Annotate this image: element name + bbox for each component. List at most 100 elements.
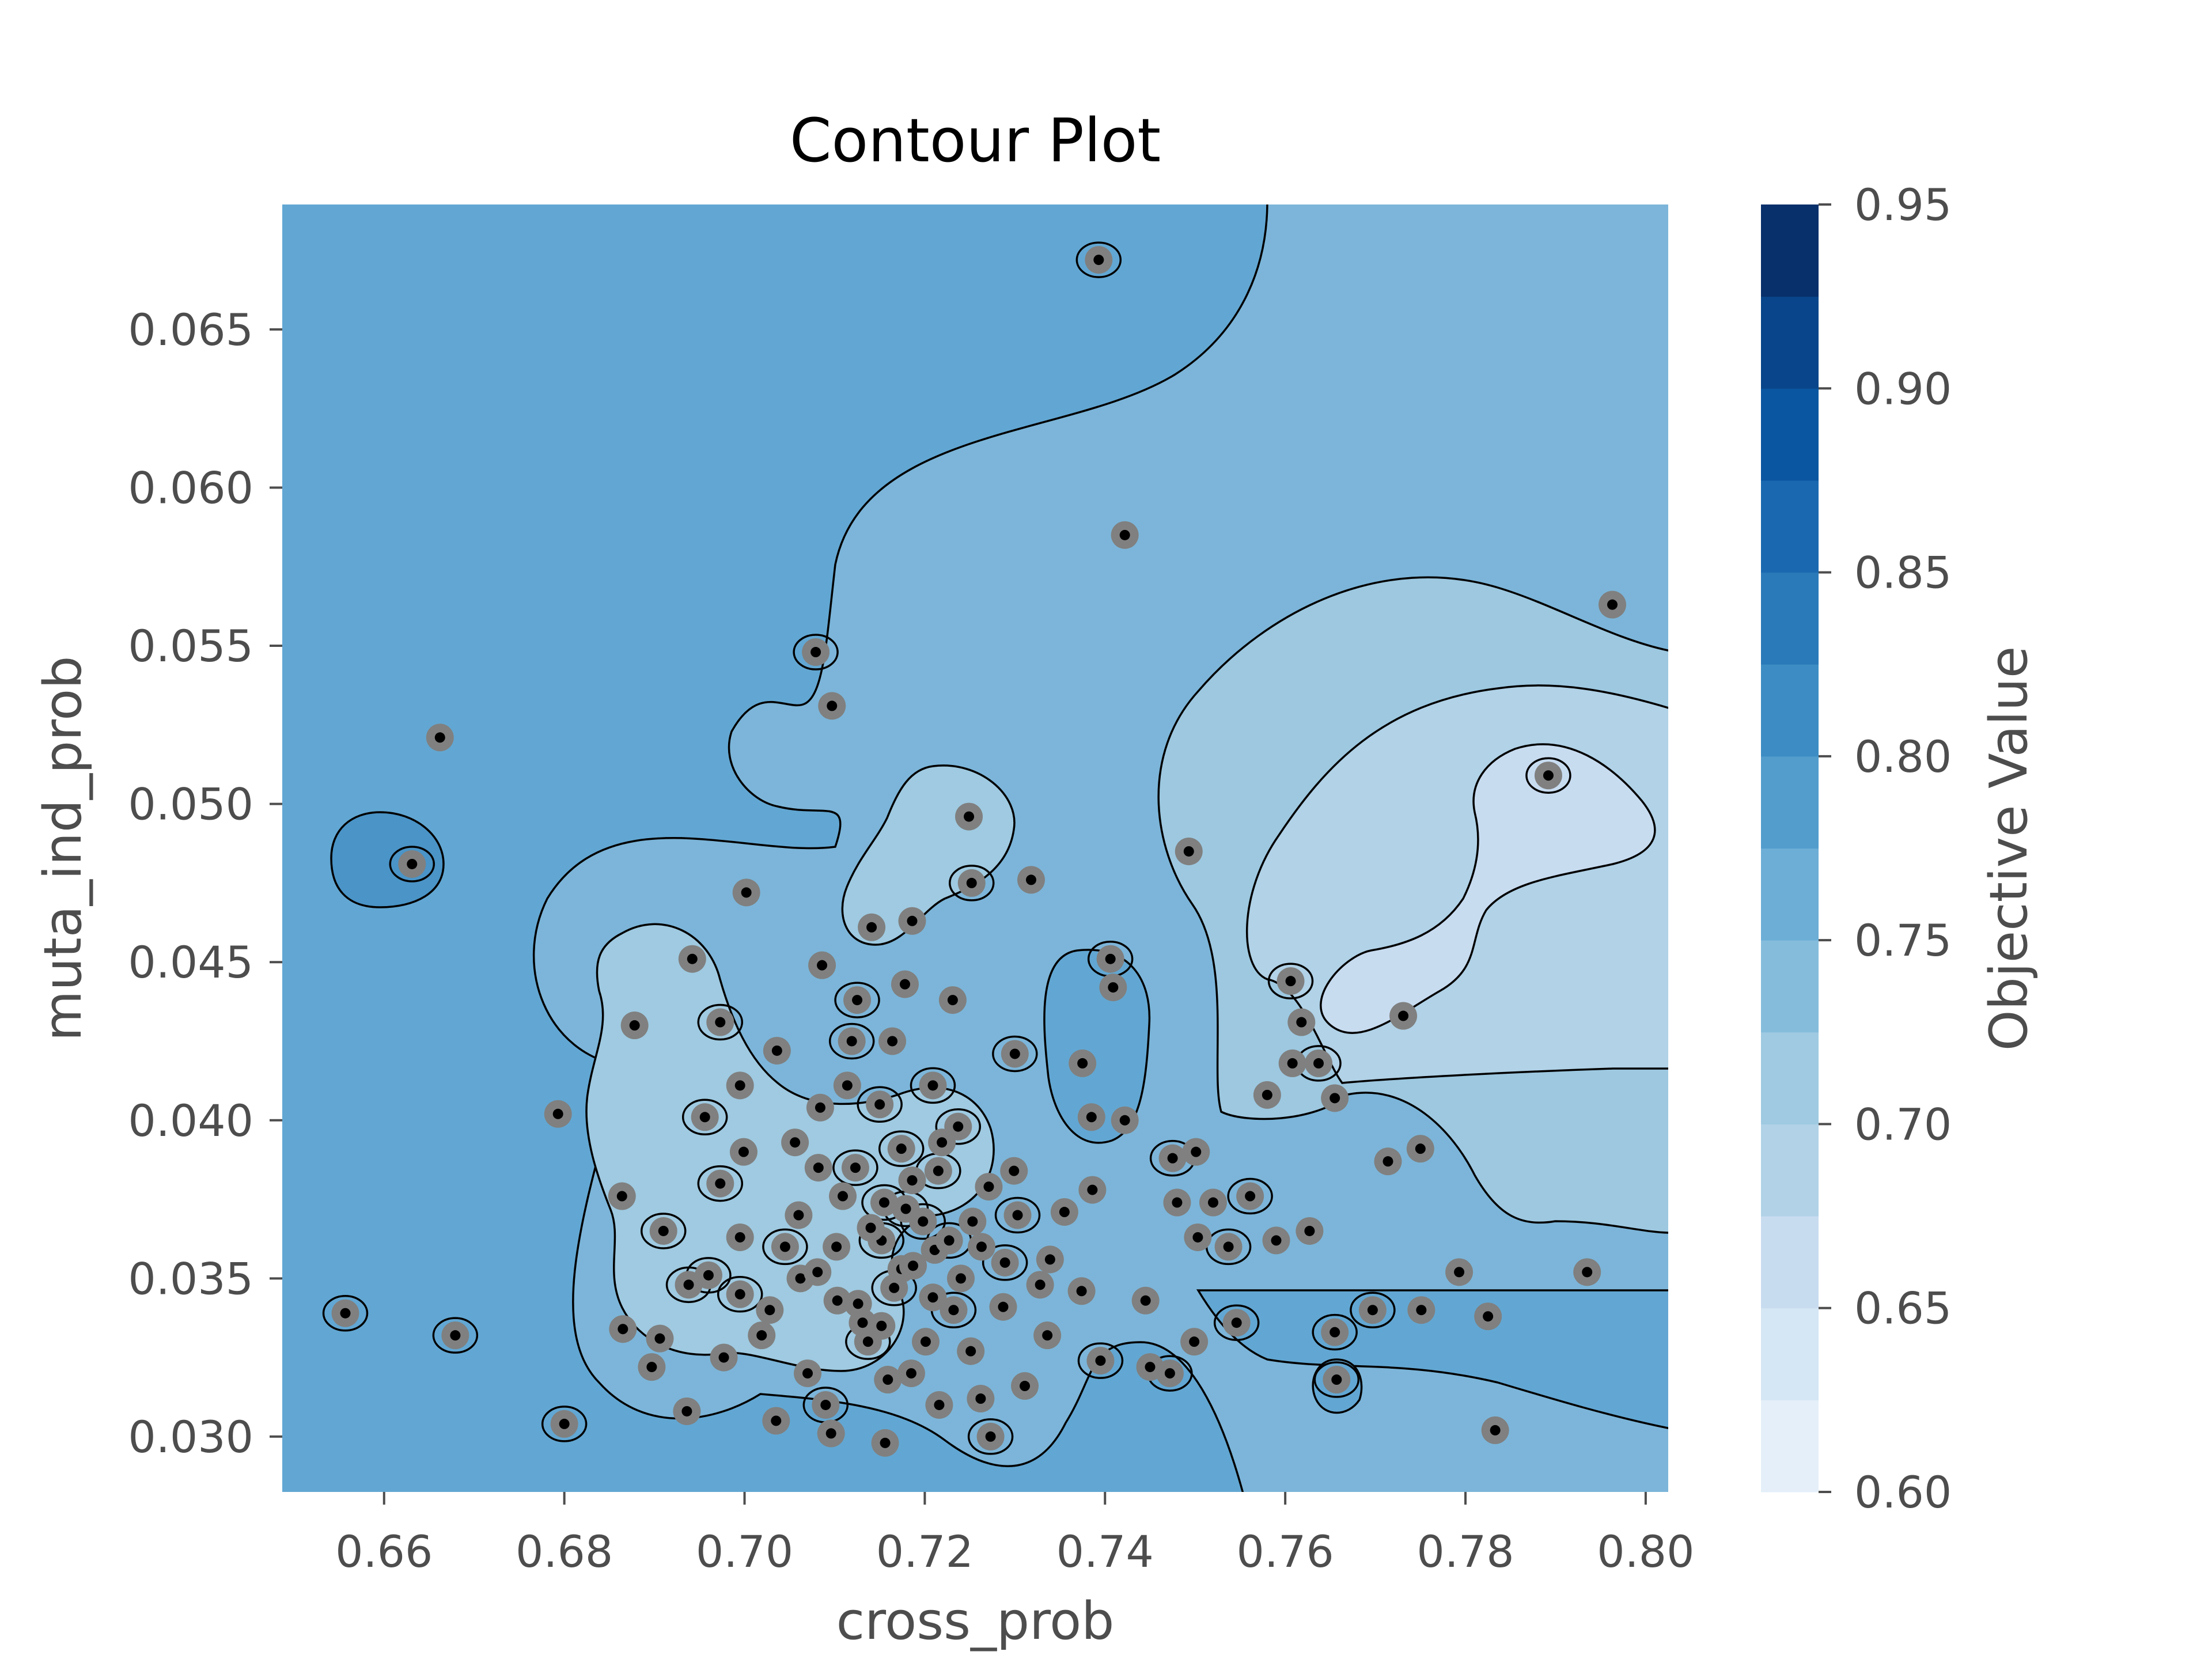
- points-layer: [331, 246, 1627, 1457]
- trial-point: [609, 1315, 637, 1343]
- contour-ring: [1350, 1291, 1396, 1328]
- trial-point: [649, 1217, 677, 1245]
- trial-point-dot: [934, 1399, 945, 1410]
- trial-point-dot: [681, 1406, 692, 1416]
- trial-point-dot: [907, 915, 918, 926]
- trial-point-dot: [795, 1273, 806, 1284]
- y-tick-label: 0.035: [128, 1253, 253, 1304]
- trial-point-dot: [687, 953, 698, 964]
- plot-area: [282, 204, 1668, 1492]
- trial-point: [804, 1154, 832, 1182]
- trial-point: [957, 1337, 985, 1365]
- trial-point: [857, 1214, 885, 1242]
- trial-point-dot: [933, 1165, 944, 1176]
- trial-point: [808, 951, 836, 979]
- trial-point-dot: [1076, 1286, 1087, 1297]
- trial-point-dot: [793, 1210, 804, 1221]
- trial-point-dot: [1164, 1368, 1175, 1379]
- trial-point-dot: [1183, 846, 1194, 857]
- trial-point-dot: [1287, 1058, 1298, 1069]
- contour-ring: [878, 1130, 925, 1167]
- trial-point: [897, 1359, 925, 1388]
- trial-point: [678, 945, 706, 973]
- trial-point: [1182, 1138, 1210, 1166]
- trial-point-dot: [1086, 1112, 1097, 1123]
- trial-point-dot: [1416, 1305, 1427, 1316]
- trial-point-dot: [1582, 1267, 1593, 1278]
- trial-point: [1156, 1359, 1184, 1388]
- colorbar-band: [1761, 572, 1819, 665]
- region-left-dark-blob: [330, 811, 445, 908]
- trial-point-dot: [964, 811, 975, 822]
- contour-ring: [910, 1067, 956, 1104]
- y-axis-label: muta_ind_prob: [33, 656, 93, 1041]
- trial-point: [891, 970, 919, 998]
- trial-point: [898, 1166, 926, 1195]
- trial-point-dot: [1607, 599, 1618, 610]
- contour-ring: [992, 1035, 1038, 1073]
- trial-point: [940, 1296, 968, 1324]
- trial-point-dot: [900, 1203, 911, 1214]
- trial-point: [726, 1071, 754, 1100]
- trial-point-dot: [1145, 1362, 1156, 1373]
- trial-point-dot: [1035, 1279, 1046, 1290]
- trial-point-dot: [450, 1330, 461, 1341]
- trial-point: [706, 1169, 734, 1198]
- colorbar-band: [1761, 848, 1819, 941]
- colorbar-band: [1761, 480, 1819, 573]
- trial-point: [1036, 1245, 1064, 1274]
- trial-point-dot: [703, 1270, 714, 1281]
- trial-point-dot: [857, 1317, 868, 1328]
- trial-point: [1305, 1049, 1333, 1077]
- trial-point-dot: [771, 1045, 782, 1056]
- trial-point: [946, 1264, 975, 1293]
- trial-point: [1389, 1002, 1418, 1030]
- trial-point-dot: [1119, 1115, 1130, 1126]
- trial-point-dot: [887, 1036, 898, 1047]
- trial-point-dot: [741, 887, 752, 898]
- colorbar-band: [1761, 664, 1819, 757]
- trial-point-dot: [874, 1099, 885, 1110]
- trial-point: [771, 1233, 799, 1261]
- trial-point-dot: [927, 1292, 938, 1303]
- contour-ring: [1313, 1361, 1360, 1398]
- trial-point-dot: [975, 1393, 986, 1404]
- contour-ring: [640, 1213, 687, 1249]
- trial-point-dot: [896, 1143, 907, 1154]
- colorbar-tick-label: 0.70: [1854, 1099, 1952, 1150]
- trial-point: [1296, 1217, 1324, 1245]
- contour-ring: [1312, 1313, 1358, 1351]
- trial-point-dot: [1330, 1093, 1340, 1104]
- trial-point: [874, 1366, 902, 1394]
- trial-point-dot: [1271, 1235, 1282, 1246]
- trial-point-dot: [1077, 1058, 1088, 1069]
- trial-point-dot: [953, 1121, 964, 1132]
- y-tick-label: 0.030: [128, 1411, 253, 1463]
- trial-point-dot: [1119, 529, 1130, 540]
- trial-point: [785, 1201, 813, 1229]
- trial-point: [1277, 967, 1305, 995]
- trial-point: [880, 1274, 908, 1302]
- trial-point-dot: [715, 1017, 726, 1028]
- contour-ring: [389, 846, 435, 882]
- trial-point: [967, 1233, 995, 1261]
- trial-point: [838, 1027, 866, 1055]
- trial-point-dot: [1285, 976, 1296, 987]
- trial-point-dot: [1483, 1311, 1494, 1322]
- trial-point-dot: [738, 1146, 749, 1157]
- trial-point-dot: [882, 1374, 893, 1385]
- trial-point-dot: [985, 1431, 996, 1442]
- trial-point: [1358, 1296, 1387, 1324]
- contour-ring: [857, 1086, 903, 1123]
- trial-point-dot: [1012, 1210, 1023, 1221]
- trial-point-dot: [832, 1295, 843, 1306]
- trial-point-dot: [817, 960, 828, 971]
- contour-ring: [982, 1244, 1028, 1281]
- trial-point: [957, 869, 986, 897]
- trial-point-dot: [866, 922, 877, 933]
- x-axis-label: cross_prob: [836, 1591, 1115, 1652]
- trial-point: [1278, 1049, 1306, 1077]
- trial-point: [1111, 1106, 1139, 1134]
- y-tick-label: 0.060: [128, 462, 253, 513]
